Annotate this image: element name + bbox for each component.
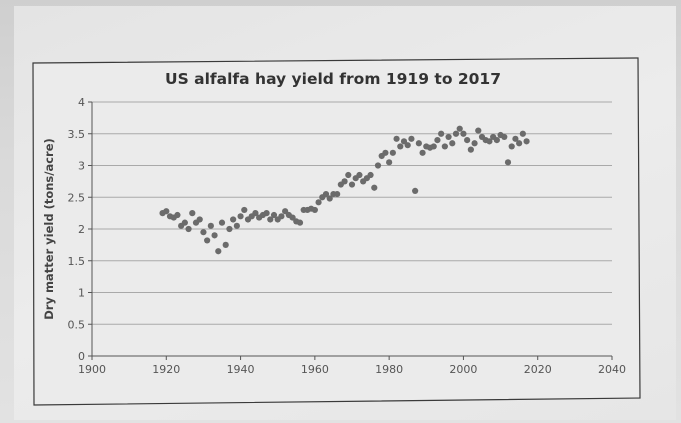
data-point-1948 xyxy=(267,216,274,223)
data-point-2014 xyxy=(512,135,519,142)
data-point-1964 xyxy=(326,195,333,202)
data-point-2013 xyxy=(508,143,515,150)
y-tick-label-1: 0.5 xyxy=(68,318,86,331)
y-tick-label-0: 0 xyxy=(78,350,85,363)
y-tick-label-7: 3.5 xyxy=(68,128,86,141)
data-point-2015 xyxy=(516,140,523,147)
data-point-2002 xyxy=(467,146,474,153)
data-point-1932 xyxy=(207,222,214,229)
axes xyxy=(88,101,613,360)
data-point-1982 xyxy=(393,135,400,142)
data-point-1983 xyxy=(397,143,404,150)
data-point-1999 xyxy=(456,125,463,132)
data-point-1951 xyxy=(278,213,285,220)
data-point-1989 xyxy=(419,149,426,156)
chart-title: US alfalfa hay yield from 1919 to 2017 xyxy=(165,70,501,88)
data-point-1981 xyxy=(389,149,396,156)
data-point-1970 xyxy=(348,181,356,188)
y-tick-label-6: 3 xyxy=(78,160,85,173)
data-point-1956 xyxy=(296,219,304,226)
data-point-2016 xyxy=(519,130,526,137)
data-point-1992 xyxy=(430,143,437,150)
data-point-2017 xyxy=(523,138,530,145)
data-point-1968 xyxy=(341,178,348,185)
data-point-1930 xyxy=(200,229,207,236)
data-point-1954 xyxy=(289,214,296,221)
y-tick-label-3: 1.5 xyxy=(68,255,86,268)
y-axis-label: Dry matter yield (tons/acre) xyxy=(42,138,56,320)
y-tick-label-8: 4 xyxy=(78,96,85,109)
data-point-1938 xyxy=(230,216,237,223)
data-point-1975 xyxy=(367,171,374,179)
data-point-2004 xyxy=(475,127,482,134)
data-point-1961 xyxy=(315,199,322,206)
data-point-1976 xyxy=(371,184,378,191)
data-point-1985 xyxy=(404,142,411,149)
data-point-1952 xyxy=(282,208,289,215)
y-tick-label-2: 1 xyxy=(78,287,85,300)
data-point-1927 xyxy=(189,210,196,217)
data-point-1931 xyxy=(204,237,211,244)
data-point-1984 xyxy=(400,138,408,145)
data-point-1923 xyxy=(174,211,181,219)
x-tick-label-3: 1960 xyxy=(301,363,329,376)
data-point-1963 xyxy=(322,190,330,198)
data-point-1993 xyxy=(434,137,441,144)
data-point-2000 xyxy=(460,130,467,137)
data-point-2012 xyxy=(504,159,512,166)
data-point-1920 xyxy=(163,208,170,215)
data-point-1980 xyxy=(386,159,393,166)
data-point-1995 xyxy=(441,143,448,150)
data-point-1987 xyxy=(412,187,419,194)
data-point-1966 xyxy=(334,190,341,198)
data-point-1949 xyxy=(270,211,278,219)
data-point-1929 xyxy=(196,216,203,223)
data-point-1941 xyxy=(241,206,248,214)
data-point-1947 xyxy=(263,210,270,217)
data-point-1997 xyxy=(449,140,456,147)
data-point-1936 xyxy=(222,241,229,248)
data-point-1939 xyxy=(233,222,240,229)
x-tick-label-7: 2040 xyxy=(598,363,626,376)
x-tick-label-6: 2020 xyxy=(524,363,552,376)
y-tick-labels: 0 0.5 1 1.5 2 2.5 3 3.5 4 xyxy=(68,96,86,363)
chart-frame xyxy=(32,57,641,406)
data-point-1988 xyxy=(415,140,422,147)
data-points xyxy=(159,125,530,255)
x-tick-label-5: 2000 xyxy=(449,363,477,376)
x-tick-label-4: 1980 xyxy=(375,363,403,376)
x-tick-labels: 1900 1920 1940 1960 1980 2000 2020 2040 xyxy=(78,363,626,376)
data-point-1986 xyxy=(408,135,415,142)
data-point-1940 xyxy=(237,213,244,220)
data-point-2003 xyxy=(471,140,478,147)
x-tick-label-2: 1940 xyxy=(227,363,255,376)
data-point-1925 xyxy=(181,219,188,226)
data-point-1994 xyxy=(438,130,445,137)
data-point-1937 xyxy=(226,225,233,233)
data-point-1926 xyxy=(185,225,192,233)
data-point-2001 xyxy=(464,137,471,144)
y-tick-label-4: 2 xyxy=(78,223,85,236)
data-point-1944 xyxy=(252,210,259,217)
data-point-2009 xyxy=(493,137,500,144)
data-point-2011 xyxy=(501,133,508,141)
data-point-2007 xyxy=(486,138,493,145)
data-point-1977 xyxy=(374,162,382,169)
data-point-1935 xyxy=(218,219,226,226)
data-point-1960 xyxy=(311,206,318,214)
x-tick-label-0: 1900 xyxy=(78,363,106,376)
data-point-1934 xyxy=(215,248,222,255)
data-point-1972 xyxy=(356,171,363,179)
data-point-1998 xyxy=(452,130,460,137)
data-point-1933 xyxy=(211,232,218,239)
x-tick-label-1: 1920 xyxy=(152,363,180,376)
data-point-1996 xyxy=(445,133,452,141)
y-tick-label-5: 2.5 xyxy=(68,191,86,204)
data-point-1969 xyxy=(345,171,352,179)
data-point-1979 xyxy=(382,149,389,156)
